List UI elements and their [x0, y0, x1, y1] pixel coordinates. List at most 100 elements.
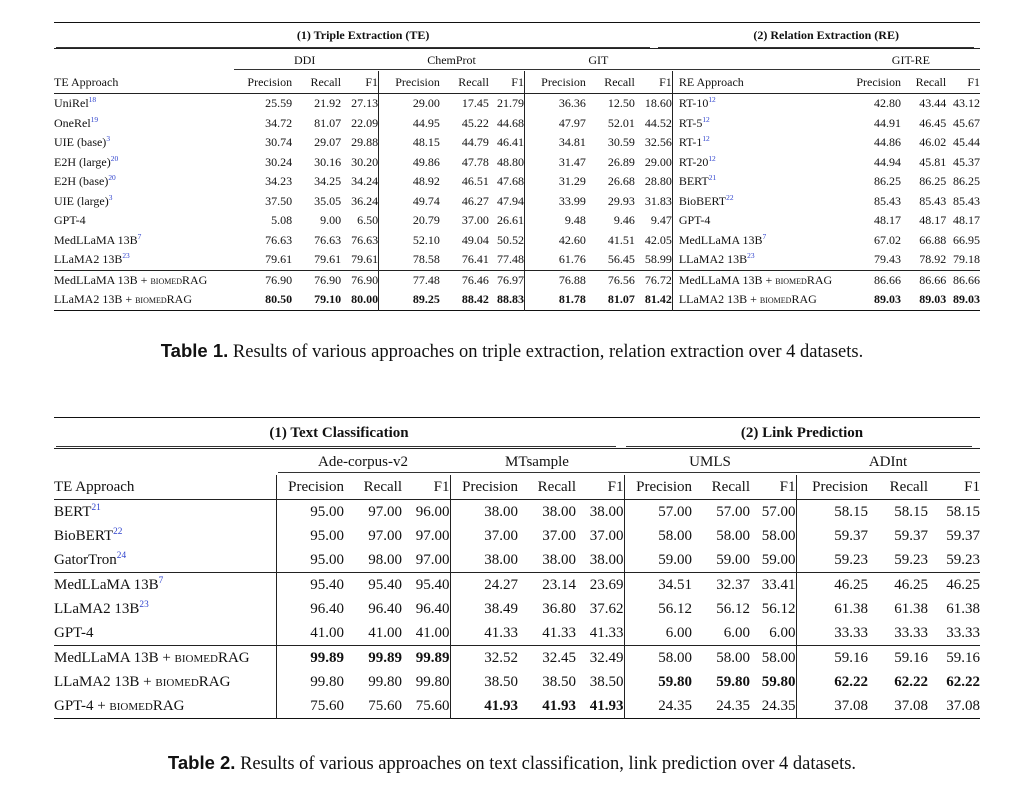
- value-cell: 57.00: [623, 499, 692, 524]
- value-cell: 46.25: [928, 572, 980, 597]
- value-cell: 30.16: [314, 154, 342, 169]
- value-cell: 37.08: [946, 697, 980, 714]
- value-cell: 26.89: [607, 154, 635, 169]
- value-cell: 9.48: [523, 211, 586, 231]
- value-cell: 58.15: [795, 499, 868, 524]
- value-cell: 56.12: [623, 597, 692, 621]
- re-approach-name: RT-2012: [671, 152, 842, 172]
- value-cell: 33.33: [946, 624, 980, 641]
- approach-label: E2H (large): [54, 154, 111, 169]
- col-te-approach: TE Approach: [54, 74, 119, 89]
- value-cell: 61.38: [946, 600, 980, 617]
- approach-label: LLaMA2 13B: [54, 600, 140, 617]
- re-approach-name: RT-1012: [671, 93, 842, 114]
- value-cell: 44.68: [496, 115, 524, 130]
- citation-ref: 23: [122, 251, 130, 261]
- approach-label: BioBERT: [678, 193, 727, 208]
- value-cell: 35.05: [314, 193, 342, 208]
- value-cell: 41.00: [368, 624, 402, 641]
- value-cell: 81.42: [644, 292, 672, 307]
- value-cell: 46.25: [795, 572, 868, 597]
- metric-header: F1: [779, 478, 796, 495]
- value-cell: 99.89: [275, 645, 344, 670]
- approach-name: GPT-4: [54, 621, 276, 646]
- value-cell: 59.23: [795, 548, 868, 573]
- value-cell: 86.25: [919, 174, 947, 189]
- value-cell: 47.78: [461, 154, 489, 169]
- value-cell: 57.00: [750, 499, 796, 524]
- table-row: E2H (large)20 30.24 30.16 30.20 49.86 47.78 48…: [54, 152, 980, 172]
- value-cell: 76.63: [351, 232, 379, 247]
- approach-name: UniRel18: [54, 93, 231, 114]
- approach-label: BERT: [678, 174, 709, 189]
- approach-name: BERT21: [54, 499, 276, 524]
- dataset-ade: Ade-corpus-v2: [318, 453, 408, 470]
- value-cell: 97.00: [415, 527, 450, 544]
- value-cell: 20.79: [378, 211, 440, 231]
- table-1: (1) Triple Extraction (TE) (2) Relation …: [54, 22, 980, 311]
- value-cell: 48.17: [874, 213, 902, 228]
- value-cell: 61.76: [523, 250, 586, 270]
- value-cell: 58.00: [761, 527, 796, 544]
- value-cell: 79.10: [314, 292, 342, 307]
- value-cell: 50.52: [496, 232, 524, 247]
- value-cell: 98.00: [368, 551, 402, 568]
- value-cell: 6.00: [769, 624, 796, 641]
- value-cell: 58.00: [623, 524, 692, 548]
- value-cell: 76.90: [341, 269, 379, 290]
- metric-header: F1: [659, 74, 672, 89]
- value-cell: 32.49: [576, 645, 624, 670]
- value-cell: 49.04: [461, 232, 489, 247]
- value-cell: 25.59: [230, 93, 293, 114]
- citation-ref: 21: [708, 173, 717, 183]
- value-cell: 75.60: [415, 697, 450, 714]
- value-cell: 96.00: [402, 499, 450, 524]
- value-cell: 24.35: [716, 697, 750, 714]
- approach-label: BioBERT: [54, 527, 114, 544]
- value-cell: 32.37: [692, 572, 750, 597]
- table-row: E2H (base)20 34.23 34.25 34.24 48.92 46.51 47.…: [54, 172, 980, 192]
- value-cell: 32.52: [449, 645, 518, 670]
- approach-label: MedLLaMA 13B: [678, 232, 763, 247]
- dataset-adint: ADInt: [868, 453, 908, 470]
- value-cell: 85.43: [953, 193, 980, 208]
- value-cell: 58.00: [623, 645, 692, 670]
- metric-header: F1: [967, 74, 980, 89]
- value-cell: 34.51: [623, 572, 692, 597]
- value-cell: 30.59: [607, 135, 635, 150]
- value-cell: 59.23: [894, 551, 928, 568]
- metric-header: Precision: [275, 475, 344, 500]
- value-cell: 79.61: [314, 252, 342, 267]
- value-cell: 76.72: [634, 269, 673, 290]
- value-cell: 5.08: [271, 213, 293, 228]
- value-cell: 58.15: [928, 499, 980, 524]
- approach-label: GPT-4: [54, 624, 94, 641]
- value-cell: 46.02: [919, 135, 947, 150]
- value-cell: 81.07: [314, 115, 342, 130]
- approach-name: E2H (base)20: [54, 172, 231, 192]
- group-header-te: (1) Triple Extraction (TE): [296, 28, 430, 42]
- value-cell: 75.60: [368, 697, 402, 714]
- metric-header: F1: [607, 478, 624, 495]
- value-cell: 34.24: [351, 174, 379, 189]
- value-cell: 61.38: [795, 597, 868, 621]
- caption-label: Table 2.: [167, 752, 236, 773]
- value-cell: 78.58: [378, 250, 440, 270]
- value-cell: 58.00: [692, 645, 750, 670]
- value-cell: 97.00: [344, 499, 402, 524]
- dataset-ddi: DDI: [293, 52, 316, 67]
- value-cell: 37.00: [589, 527, 624, 544]
- value-cell: 37.50: [265, 193, 293, 208]
- value-cell: 47.97: [523, 113, 586, 133]
- table-row: LLaMA2 13B + biomedRAG 99.80 99.80 99.80 38.…: [54, 670, 980, 694]
- value-cell: 38.00: [518, 499, 576, 524]
- value-cell: 9.47: [650, 213, 672, 228]
- value-cell: 37.00: [542, 527, 576, 544]
- metric-header: F1: [433, 478, 450, 495]
- method-name-rag: RAG: [152, 697, 185, 714]
- value-cell: 41.33: [589, 624, 624, 641]
- caption-text: Results of various approaches on triple …: [232, 342, 864, 362]
- approach-label: E2H (base): [54, 174, 109, 189]
- dataset-mtsample: MTsample: [505, 453, 569, 470]
- value-cell: 18.60: [634, 93, 673, 114]
